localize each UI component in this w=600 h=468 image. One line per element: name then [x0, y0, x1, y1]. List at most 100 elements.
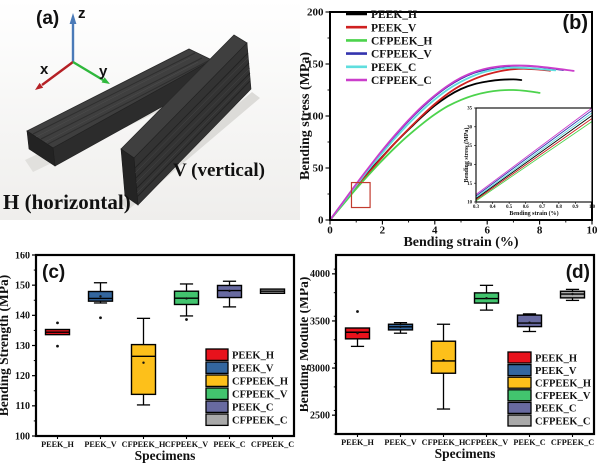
category-label: CFPEEK_H — [122, 440, 166, 449]
mean-marker — [356, 331, 359, 335]
legend-swatch-CFPEEK_V — [205, 387, 229, 401]
box-PEEK_C — [516, 313, 543, 333]
x-tick-label: 0.4 — [490, 205, 497, 210]
category-label: CFPEEK_H — [422, 438, 466, 447]
y-tick-label: 0 — [318, 215, 324, 227]
caption-vertical: V (vertical) — [173, 160, 265, 181]
curve-PEEK_C — [329, 66, 557, 221]
outlier-marker — [56, 321, 59, 325]
legend-label: CFPEEK_V — [535, 391, 591, 402]
panel-a-letter: (a) — [36, 8, 59, 29]
x-axis-arrow — [41, 61, 74, 86]
x-tick-label: 0.9 — [572, 205, 579, 210]
panel-d: 2500 3000 3500 4000 Specimens Bending Module … — [300, 252, 600, 468]
category-label: CFPEEK_V — [465, 438, 508, 447]
legend-label: PEEK_V — [535, 366, 577, 377]
line-chart-b-inset: 10 15 20 25 30 35 0.3 0.4 0.5 0.6 0.7 0.8 0.9 1.0 Bend… — [463, 107, 596, 217]
axes: 100 110 120 130 140 150 160 — [15, 252, 36, 442]
box-PEEK_C — [216, 280, 243, 308]
curve-CFPEEK_V — [475, 109, 593, 197]
x-tick-label: 0.5 — [506, 205, 513, 210]
x-tick-label: 0.7 — [539, 205, 546, 210]
legend-swatch-PEEK_C — [205, 400, 229, 414]
legend-label: PEEK_C — [371, 62, 416, 74]
legend-swatch-CFPEEK_H — [205, 374, 229, 388]
y-tick-label: 10 — [467, 201, 472, 206]
y-tick-label: 150 — [15, 281, 30, 292]
panel-letter: (c) — [42, 262, 65, 283]
y-axis-arrow — [72, 60, 104, 82]
curve-PEEK_C — [475, 112, 593, 198]
y-tick-label: 140 — [15, 311, 30, 322]
box-CFPEEK_V — [173, 283, 200, 321]
y-tick-label: 25 — [467, 144, 472, 149]
legend-label: PEEK_C — [232, 402, 273, 413]
panel-letter: (b) — [562, 12, 588, 34]
mean-marker — [399, 325, 402, 329]
chart-stress-strain: 0 50 100 150 200 0 2 4 6 8 10 Bending strain (%) Ben… — [300, 7, 598, 250]
outlier-marker — [356, 310, 359, 313]
z-axis-arrowhead — [69, 13, 77, 24]
curve-PEEK_V — [329, 67, 551, 221]
category-label: CFPEEK_C — [551, 438, 594, 447]
legend-swatch-PEEK_H — [205, 348, 229, 362]
box-PEEK_H — [44, 321, 71, 348]
legend-label: PEEK_H — [535, 353, 577, 364]
y-tick-label: 100 — [307, 111, 324, 123]
box-CFPEEK_H — [430, 323, 457, 410]
x-axis-arrowhead — [35, 82, 44, 90]
x-axis-label: x — [40, 61, 49, 78]
plot-frame — [475, 107, 593, 203]
y-tick-label: 120 — [15, 371, 30, 382]
legend-swatch-PEEK_V — [507, 363, 532, 377]
y-tick-label: 150 — [307, 59, 324, 71]
legend-swatch-CFPEEK_H — [507, 376, 532, 389]
panel-a: z x y (a) V (vertical) H (horizontal) — [0, 0, 300, 252]
x-tick-label: 4 — [432, 225, 438, 237]
outlier-marker — [99, 316, 102, 320]
x-axis-title: Specimens — [135, 448, 196, 463]
specimen-bar-vertical — [120, 34, 252, 206]
panel-c: 100 110 120 130 140 150 160 Specimens Bending St… — [0, 252, 300, 468]
y-tick-label: 15 — [467, 182, 472, 187]
caption-horizontal: H (horizontal) — [3, 190, 131, 214]
legend-label: CFPEEK_H — [371, 36, 432, 48]
y-tick-label: 30 — [467, 125, 472, 130]
axes: 0 50 100 150 200 0 2 4 6 8 10 — [307, 7, 598, 237]
y-tick-label: 4000 — [310, 269, 330, 280]
curve-CFPEEK_C — [475, 107, 593, 195]
curve-CFPEEK_H — [329, 89, 541, 221]
legend-label: CFPEEK_C — [371, 75, 432, 87]
box-chart-d: 2500 3000 3500 4000 Specimens Bending Module … — [300, 253, 596, 461]
y-tick-label: 100 — [15, 431, 30, 442]
x-axis-title: Specimens — [435, 446, 496, 461]
y-tick-label: 50 — [313, 163, 325, 175]
category-label: PEEK_H — [341, 438, 374, 447]
y-tick-label: 3000 — [310, 363, 330, 374]
mean-marker — [571, 292, 574, 296]
category-label: PEEK_C — [513, 438, 545, 447]
box-body-PEEK_C — [516, 314, 543, 328]
box-PEEK_H — [344, 310, 371, 348]
x-axis-title: Bending strain (%) — [403, 235, 518, 250]
legend-label: PEEK_C — [535, 404, 576, 415]
curve-PEEK_V — [475, 118, 593, 201]
x-tick-label: 6 — [484, 225, 490, 237]
y-axis-arrowhead — [101, 77, 110, 84]
x-tick-label: 2 — [380, 225, 386, 237]
mean-marker — [485, 296, 488, 300]
legend-swatch-CFPEEK_C — [507, 414, 532, 427]
box-body-CFPEEK_H — [130, 343, 157, 396]
x-tick-label: 10 — [587, 225, 599, 237]
zoom-region-rect — [350, 181, 371, 209]
box-body-CFPEEK_H — [430, 340, 457, 374]
mean-marker — [228, 289, 231, 293]
x-axis-title: Bending strain (%) — [509, 210, 558, 217]
series-group — [329, 64, 575, 221]
y-tick-label: 110 — [16, 401, 30, 412]
chart-bending-strength: 100 110 120 130 140 150 160 Specimens Bending St… — [0, 252, 296, 463]
box-CFPEEK_C — [259, 288, 286, 295]
x-tick-label: 0.3 — [473, 205, 480, 210]
